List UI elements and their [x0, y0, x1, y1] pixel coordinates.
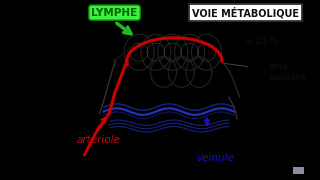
Text: LYMPHE: LYMPHE	[92, 8, 138, 18]
Text: veinule: veinule	[196, 153, 234, 163]
Text: IRIB: IRIB	[294, 168, 304, 173]
Text: artériole: artériole	[76, 135, 120, 145]
Text: VOIE MÉTABOLIQUE: VOIE MÉTABOLIQUE	[192, 7, 299, 18]
Text: ≈ 25 %: ≈ 25 %	[245, 37, 278, 46]
Text: anse
capillaire: anse capillaire	[268, 62, 307, 82]
